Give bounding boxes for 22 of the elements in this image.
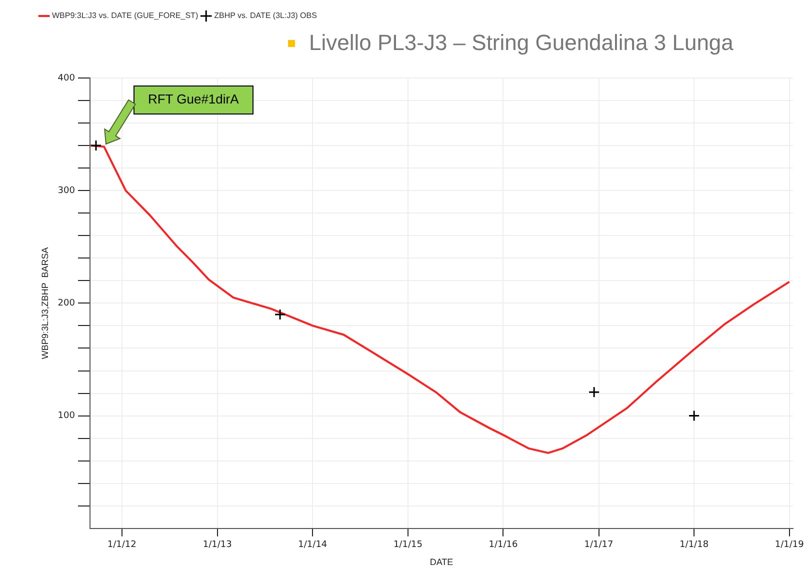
y-tick-label: 100 [58,411,76,422]
annotation: RFT Gue#1dirA [148,92,240,107]
point [688,410,700,422]
x-tick-label: 1/1/15 [393,540,422,550]
x-axis-title: DATE [430,557,454,568]
x-tick-label: 1/1/18 [680,540,709,550]
chart-title: Livello PL3-J3 – String Guendalina 3 Lunga [309,30,734,56]
y-axis-title: WBP9:3L:J3,ZBHP BARSA [40,247,50,360]
y-tick-label: 400 [58,73,76,84]
y-tick-label: 200 [58,298,76,309]
legend-label: ZBHP vs. DATE (3L:J3) OBS [214,11,317,20]
y-tick-label: 300 [58,186,76,196]
x-tick-label: 1/1/19 [774,540,804,550]
x-tick-label: 1/1/16 [488,540,518,550]
point [274,308,286,320]
legend-label: WBP9:3L:J3 vs. DATE (GUE_FORE_ST) [52,11,198,20]
point [90,140,102,152]
x-tick-label: 1/1/14 [298,540,328,550]
x-tick-label: 1/1/13 [202,540,232,550]
point [588,386,600,398]
x-tick-label: 1/1/12 [107,540,136,550]
x-tick-label: 1/1/17 [584,540,614,550]
